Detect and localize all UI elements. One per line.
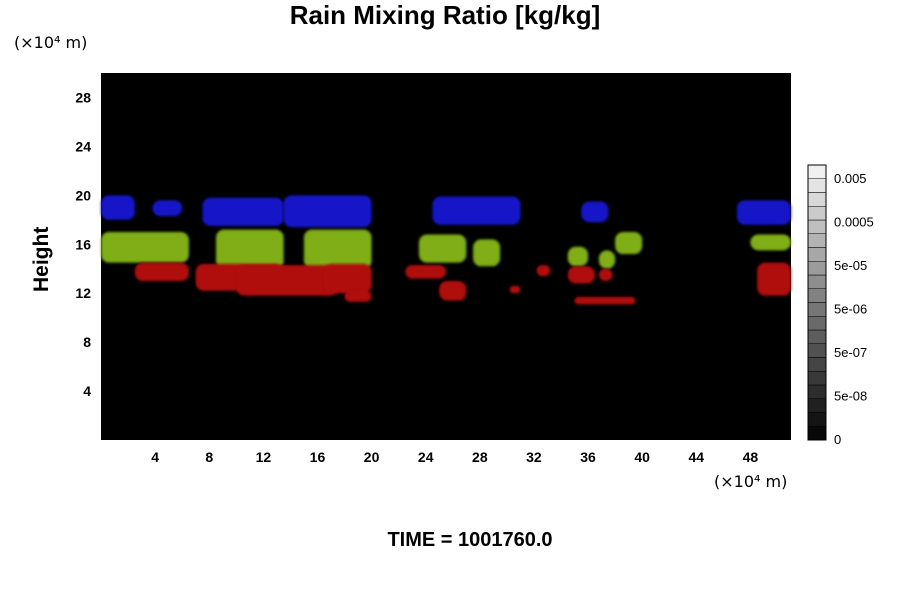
colorbar: 0.005 0.0005 5e-05 5e-06 5e-07 5e-08 0	[807, 164, 874, 447]
colorbar-swatch	[807, 412, 827, 427]
y-tick-label: 20	[75, 187, 91, 203]
rain-blobs	[101, 195, 791, 305]
x-tick-label: 48	[743, 449, 759, 465]
colorbar-swatch	[807, 316, 827, 331]
x-axis-ticks: 4 8 12 16 20 24 28 32 36 40 44 48	[151, 449, 758, 465]
colorbar-swatch	[807, 343, 827, 358]
x-tick-label: 4	[151, 449, 159, 465]
lower-band-blob	[324, 263, 372, 294]
y-tick-label: 8	[83, 334, 91, 350]
middle-band-blob	[101, 232, 189, 263]
colorbar-tick-label: 5e-08	[834, 389, 867, 404]
colorbar-tick-label: 0.005	[834, 171, 867, 186]
y-tick-label: 24	[75, 138, 91, 154]
colorbar-swatch	[807, 164, 827, 179]
upper-band-blob	[581, 201, 609, 223]
colorbar-tick-label: 0	[834, 432, 841, 447]
colorbar-tick-label: 5e-06	[834, 302, 867, 317]
middle-band-blob	[598, 250, 616, 269]
x-tick-label: 24	[418, 449, 434, 465]
x-tick-label: 16	[310, 449, 326, 465]
lower-band-blob	[574, 296, 636, 305]
middle-band-blob	[750, 234, 791, 251]
x-axis-unit: (×10⁴ m)	[714, 472, 788, 491]
time-label: TIME = 1001760.0	[387, 529, 553, 551]
colorbar-swatch	[807, 398, 827, 413]
chart-title: Rain Mixing Ratio [kg/kg]	[289, 0, 601, 30]
y-tick-label: 28	[75, 89, 91, 105]
colorbar-swatch	[807, 302, 827, 317]
lower-band-blob	[757, 262, 791, 296]
middle-band-blob	[418, 234, 467, 263]
colorbar-swatch	[807, 329, 827, 344]
colorbar-swatch	[807, 192, 827, 207]
colorbar-swatch	[807, 206, 827, 221]
y-tick-label: 4	[83, 383, 91, 399]
middle-band-blob	[303, 229, 372, 269]
colorbar-tick-label: 0.0005	[834, 215, 874, 230]
colorbar-frame	[807, 164, 827, 441]
upper-band-blob	[202, 197, 284, 226]
colorbar-swatch	[807, 384, 827, 399]
x-tick-label: 36	[580, 449, 596, 465]
lower-band-blob	[405, 265, 446, 279]
colorbar-swatch	[807, 261, 827, 276]
x-tick-label: 12	[256, 449, 272, 465]
y-axis-unit: (×10⁴ m)	[14, 33, 88, 52]
x-tick-label: 44	[689, 449, 705, 465]
colorbar-swatch	[807, 274, 827, 289]
colorbar-swatch	[807, 371, 827, 386]
lower-band-blob	[509, 285, 521, 294]
x-tick-label: 28	[472, 449, 488, 465]
middle-band-blob	[216, 229, 284, 269]
x-tick-label: 40	[634, 449, 650, 465]
upper-band-blob	[101, 195, 135, 220]
lower-band-blob	[344, 290, 372, 302]
colorbar-swatch	[807, 178, 827, 193]
upper-band-blob	[432, 196, 521, 225]
colorbar-tick-label: 5e-05	[834, 258, 867, 273]
middle-band-blob	[473, 239, 501, 267]
middle-band-blob	[615, 232, 643, 255]
x-tick-label: 32	[526, 449, 542, 465]
y-tick-label: 16	[75, 236, 91, 252]
lower-band-blob	[439, 280, 467, 301]
lower-band-blob	[236, 265, 338, 296]
colorbar-swatch	[807, 426, 827, 441]
upper-band-blob	[152, 200, 183, 217]
lower-band-blob	[567, 266, 595, 284]
x-tick-label: 8	[205, 449, 213, 465]
lower-band-blob	[134, 262, 189, 281]
y-axis-ticks: 4 8 12 16 20 24 28	[75, 89, 91, 399]
colorbar-swatch	[807, 219, 827, 234]
upper-band-blob	[736, 200, 791, 225]
x-tick-label: 20	[364, 449, 380, 465]
colorbar-swatch	[807, 247, 827, 262]
colorbar-swatch	[807, 288, 827, 303]
lower-band-blob	[536, 265, 551, 277]
colorbar-swatch	[807, 357, 827, 372]
colorbar-tick-label: 5e-07	[834, 345, 867, 360]
lower-band-blob	[598, 268, 613, 281]
colorbar-swatch	[807, 233, 827, 248]
y-tick-label: 12	[75, 285, 91, 301]
middle-band-blob	[567, 246, 589, 267]
upper-band-blob	[283, 195, 372, 228]
